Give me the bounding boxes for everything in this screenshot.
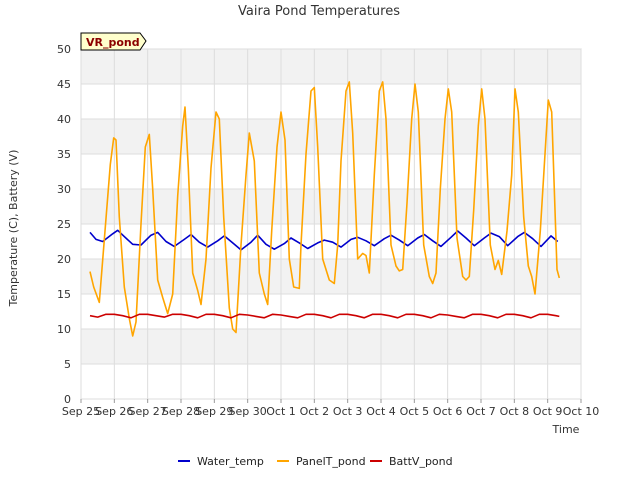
legend-label-water-temp: Water_temp xyxy=(197,455,264,468)
legend-label-panelt-pond: PanelT_pond xyxy=(296,455,366,468)
x-tick-label: Oct 3 xyxy=(333,405,363,418)
y-axis-label: Temperature (C), Battery (V) xyxy=(7,150,20,308)
x-tick-label: Sep 26 xyxy=(95,405,133,418)
series-line-battv-pond xyxy=(89,313,560,319)
x-tick-label: Sep 29 xyxy=(195,405,233,418)
x-tick-label: Oct 10 xyxy=(563,405,600,418)
grid-lines xyxy=(80,48,582,400)
grid-band xyxy=(81,259,581,294)
y-tick-label: 35 xyxy=(57,148,71,161)
legend: Water_temp PanelT_pond BattV_pond xyxy=(178,455,453,468)
x-tick-label: Sep 27 xyxy=(129,405,167,418)
y-tick-label: 5 xyxy=(64,358,71,371)
x-tick-label: Sep 28 xyxy=(162,405,200,418)
y-tick-label: 45 xyxy=(57,78,71,91)
grid-band xyxy=(81,189,581,224)
y-tick-label: 30 xyxy=(57,183,71,196)
series-line-water-temp xyxy=(89,229,559,251)
x-tick-label: Oct 8 xyxy=(500,405,530,418)
grid-band xyxy=(81,329,581,364)
chart-title: Vaira Pond Temperatures xyxy=(238,4,400,19)
series-layer xyxy=(89,81,561,337)
legend-label-battv-pond: BattV_pond xyxy=(389,455,453,468)
grid-band xyxy=(81,49,581,84)
y-tick-label: 20 xyxy=(57,253,71,266)
x-tick-label: Oct 5 xyxy=(400,405,430,418)
station-tag-box xyxy=(80,32,147,51)
x-axis-label: Time xyxy=(552,423,580,436)
x-tick-label: Oct 9 xyxy=(533,405,563,418)
x-tick-label: Oct 1 xyxy=(266,405,296,418)
x-tick-label: Oct 6 xyxy=(433,405,463,418)
station-tag-label: VR_pond xyxy=(86,36,140,49)
y-tick-label: 50 xyxy=(57,43,71,56)
x-tick-label: Oct 2 xyxy=(300,405,330,418)
x-tick-label: Sep 25 xyxy=(62,405,100,418)
y-tick-label: 15 xyxy=(57,288,71,301)
x-tick-label: Oct 7 xyxy=(466,405,496,418)
y-tick-label: 0 xyxy=(64,393,71,406)
grid-band xyxy=(81,119,581,154)
station-tag: VR_pond xyxy=(80,32,147,51)
y-tick-label: 10 xyxy=(57,323,71,336)
y-tick-label: 40 xyxy=(57,113,71,126)
y-axis: 0 5 10 15 20 25 30 35 40 45 50 xyxy=(57,43,71,406)
y-tick-label: 25 xyxy=(57,218,71,231)
x-tick-label: Oct 4 xyxy=(366,405,396,418)
series-line-panelt-pond xyxy=(89,81,561,337)
x-tick-label: Sep 30 xyxy=(229,405,267,418)
